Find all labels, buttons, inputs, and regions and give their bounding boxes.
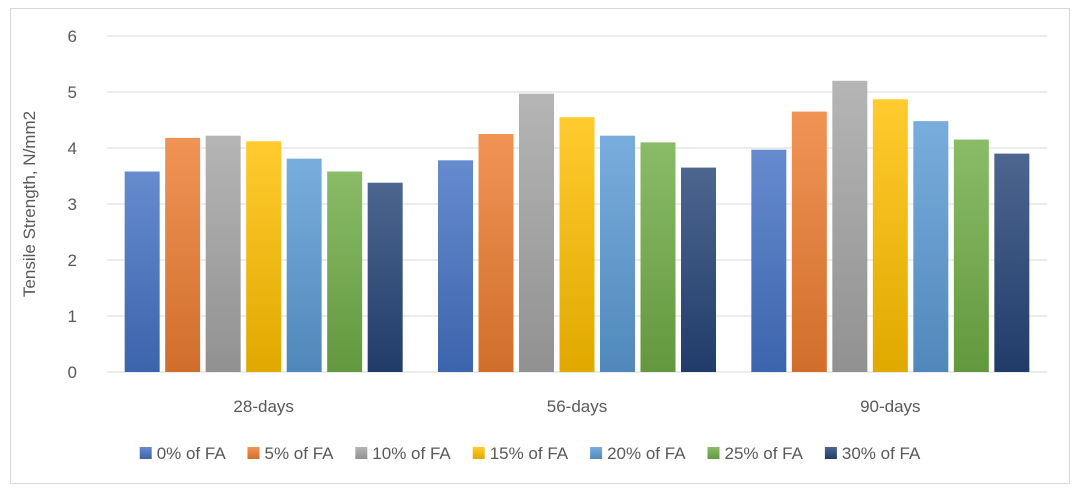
legend-label: 5% of FA xyxy=(265,444,335,463)
y-tick-label: 2 xyxy=(68,251,77,270)
legend-swatch xyxy=(139,447,152,459)
legend-label: 25% of FA xyxy=(725,444,804,463)
legend-swatch xyxy=(590,447,603,459)
bar xyxy=(438,160,473,372)
legend-swatch xyxy=(355,447,368,459)
bar xyxy=(478,134,514,372)
x-tick-label: 56-days xyxy=(547,397,607,416)
bar xyxy=(791,111,827,372)
y-tick-label: 4 xyxy=(68,139,77,158)
bar xyxy=(559,117,595,372)
bar xyxy=(872,99,908,372)
x-tick-label: 28-days xyxy=(233,397,293,416)
bar xyxy=(519,93,554,373)
legend-swatch xyxy=(707,447,720,459)
bar xyxy=(124,171,160,372)
y-tick-label: 5 xyxy=(68,83,77,102)
legend-label: 30% of FA xyxy=(842,444,921,463)
bar xyxy=(600,135,635,372)
bar xyxy=(286,158,322,372)
bar xyxy=(367,182,403,372)
bar xyxy=(913,121,949,373)
legend-swatch xyxy=(247,447,260,459)
bar xyxy=(327,171,363,372)
chart-area: 0 1 2 3 4 5 6 Tensile Strength, N/mm2 28-days 56-… xyxy=(10,8,1070,484)
legend-swatch xyxy=(472,447,485,459)
bar xyxy=(953,139,989,372)
legend-swatch xyxy=(824,447,837,459)
y-tick-label: 6 xyxy=(68,27,77,46)
y-tick-label: 0 xyxy=(68,363,77,382)
legend-label: 10% of FA xyxy=(372,444,451,463)
bar xyxy=(246,141,282,372)
legend-label: 0% of FA xyxy=(157,444,227,463)
y-tick-label: 3 xyxy=(68,195,77,214)
y-tick-label: 1 xyxy=(68,307,77,326)
bar xyxy=(165,137,201,372)
y-axis-title: Tensile Strength, N/mm2 xyxy=(20,111,39,297)
x-tick-label: 90-days xyxy=(860,397,920,416)
bar xyxy=(205,135,241,372)
bar xyxy=(640,142,676,372)
bar xyxy=(832,80,868,373)
bar xyxy=(751,149,787,372)
legend-label: 15% of FA xyxy=(490,444,569,463)
bar-chart: 0 1 2 3 4 5 6 Tensile Strength, N/mm2 28-days 56-… xyxy=(20,27,1047,463)
legend-label: 20% of FA xyxy=(607,444,686,463)
bar xyxy=(994,153,1030,372)
bar xyxy=(681,167,716,372)
